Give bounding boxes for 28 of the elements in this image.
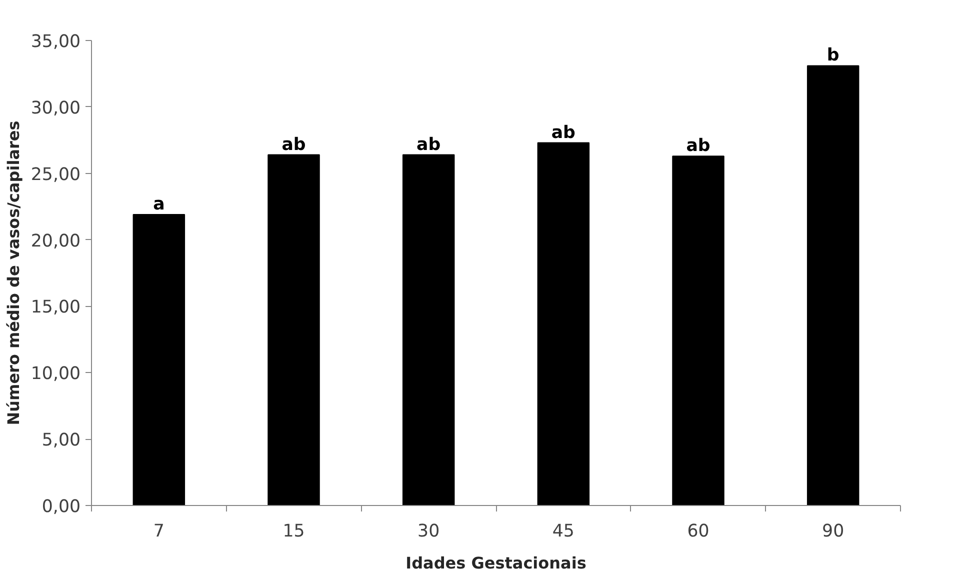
- x-tick-label: 30: [418, 522, 440, 542]
- bar: [537, 142, 590, 506]
- y-tick-label: 15,00: [30, 298, 81, 318]
- annotation: ab: [686, 136, 710, 156]
- y-tick-label: 10,00: [30, 364, 81, 384]
- annotation: ab: [416, 134, 441, 155]
- x-tick-label: 7: [153, 522, 164, 542]
- x-axis-title: Idades Gestacionais: [406, 554, 586, 572]
- x-tick-label: 45: [552, 522, 574, 542]
- annotation: a: [153, 194, 165, 215]
- y-tick-label: 0,00: [42, 497, 81, 517]
- bar: [806, 65, 860, 506]
- x-tick-label: 90: [822, 522, 844, 542]
- annotation: ab: [551, 122, 576, 143]
- bar: [402, 154, 455, 506]
- y-tick-label: 35,00: [30, 32, 81, 52]
- y-tick-label: 25,00: [30, 164, 81, 185]
- x-tick-label: 60: [687, 522, 710, 542]
- annotation: ab: [282, 134, 306, 155]
- y-axis-title: Número médio de vasos/capilares: [4, 120, 23, 426]
- bar: [268, 154, 320, 506]
- bar: [132, 214, 186, 506]
- y-tick-label: 30,00: [30, 98, 81, 118]
- x-tick-label: 15: [282, 522, 305, 542]
- annotation: b: [826, 46, 840, 66]
- y-tick-label: 5,00: [42, 430, 81, 451]
- bar: [672, 156, 724, 506]
- y-tick-label: 20,00: [30, 231, 81, 252]
